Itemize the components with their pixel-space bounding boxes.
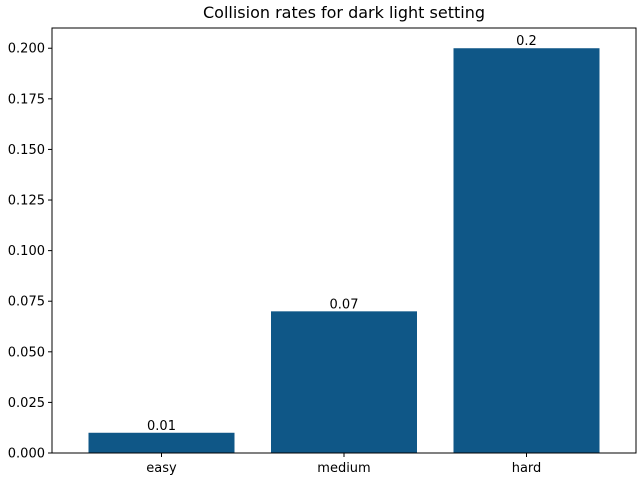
x-tick-label: easy [146,461,177,476]
y-axis: 0.000 0.025 0.050 0.075 0.100 0.125 0.150 0.175… [8,42,52,462]
y-tick-label: 0.150 [8,143,45,158]
x-axis: easy medium hard [146,453,541,476]
bar-medium [271,311,417,453]
y-tick-label: 0.050 [8,345,45,360]
y-tick-label: 0.100 [8,244,45,259]
bar-easy [88,432,235,453]
bar-hard [453,48,600,453]
y-tick-label: 0.075 [8,295,45,310]
y-tick-label: 0.025 [8,396,45,411]
x-tick-label: hard [512,461,542,476]
y-tick-label: 0.125 [8,194,45,209]
y-tick-label: 0.175 [8,92,45,107]
y-tick-label: 0.200 [8,42,45,57]
plot-frame [51,27,637,454]
data-label-medium: 0.07 [330,297,359,312]
x-tick-label: medium [317,461,370,476]
data-label-easy: 0.01 [147,419,176,434]
chart-title: Collision rates for dark light setting [203,3,485,22]
data-labels: 0.01 0.07 0.2 [147,34,537,434]
y-tick-label: 0.000 [8,447,45,462]
data-label-hard: 0.2 [516,34,537,49]
bars [88,48,600,453]
